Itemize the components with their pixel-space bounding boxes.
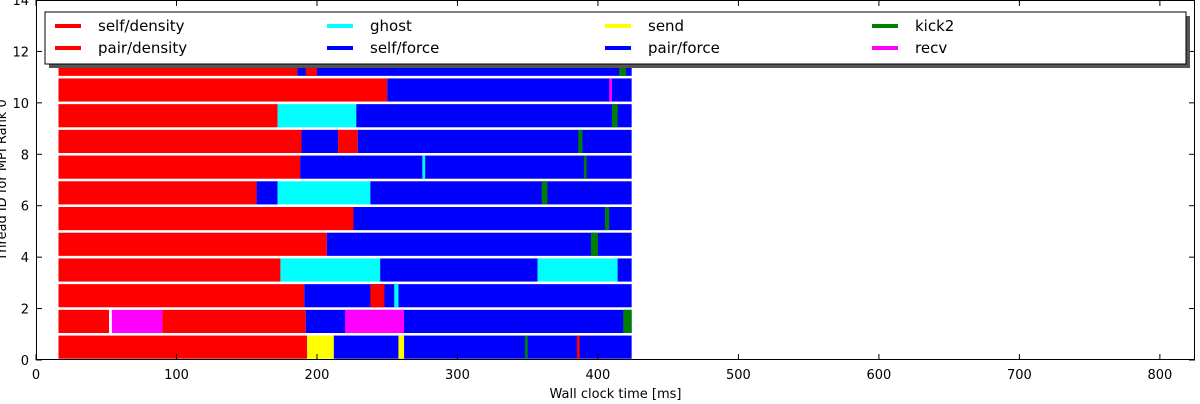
- task-segment: [422, 155, 426, 179]
- legend-label: ghost: [370, 17, 412, 35]
- task-segment: [307, 335, 334, 359]
- task-segment: [370, 181, 632, 205]
- task-segment: [58, 129, 302, 153]
- task-segment: [578, 129, 583, 153]
- plot-frame: [36, 0, 1195, 360]
- task-segment: [576, 335, 580, 359]
- task-segment: [617, 258, 632, 282]
- y-tick-label: 0: [21, 354, 29, 369]
- x-axis-label: Wall clock time [ms]: [550, 387, 682, 400]
- task-segment: [524, 335, 528, 359]
- legend-label: pair/density: [98, 39, 187, 57]
- legend-label: self/force: [370, 39, 439, 57]
- task-segment: [58, 309, 110, 333]
- task-segment: [58, 258, 281, 282]
- task-segment: [58, 207, 354, 231]
- x-tick-label: 300: [445, 368, 470, 383]
- y-tick-label: 2: [21, 303, 29, 318]
- task-segment: [277, 181, 371, 205]
- task-segment: [162, 309, 306, 333]
- x-tick-label: 100: [164, 368, 189, 383]
- y-tick-label: 6: [21, 200, 29, 215]
- task-segment: [280, 258, 381, 282]
- legend: self/density pair/density ghost self/force s…: [44, 11, 1190, 68]
- legend-label: send: [648, 17, 684, 35]
- task-segment: [277, 104, 357, 128]
- task-segment: [301, 129, 339, 153]
- x-tick-label: 700: [1007, 368, 1032, 383]
- task-segment: [326, 232, 632, 256]
- x-tick-label: 400: [586, 368, 611, 383]
- bars-layer: [58, 52, 632, 359]
- task-segment: [380, 258, 538, 282]
- y-tick-label: 12: [12, 45, 29, 60]
- task-segment: [58, 181, 257, 205]
- legend-box: [44, 11, 1187, 65]
- task-segment: [398, 335, 405, 359]
- task-segment: [300, 155, 632, 179]
- y-tick-label: 4: [21, 251, 29, 266]
- task-segment: [58, 104, 278, 128]
- legend-label: pair/force: [648, 39, 720, 57]
- y-tick-label: 14: [12, 0, 29, 9]
- task-segment: [623, 309, 632, 333]
- legend-label: kick2: [915, 17, 954, 35]
- task-segment: [370, 284, 385, 308]
- task-segment: [304, 284, 632, 308]
- task-segment: [58, 335, 308, 359]
- task-segment: [58, 284, 305, 308]
- legend-label: self/density: [98, 17, 185, 35]
- y-axis-label: Thread ID for MPI Rank 0: [0, 99, 10, 261]
- task-segment: [58, 232, 327, 256]
- x-tick-label: 0: [32, 368, 40, 383]
- task-segment: [357, 129, 632, 153]
- x-tick-label: 800: [1147, 368, 1172, 383]
- task-segment: [111, 309, 163, 333]
- task-segment: [58, 78, 388, 102]
- task-segment: [394, 284, 399, 308]
- task-segment: [609, 78, 612, 102]
- x-tick-label: 600: [866, 368, 891, 383]
- y-tick-label: 10: [12, 97, 29, 112]
- x-tick-label: 200: [305, 368, 330, 383]
- task-segment: [356, 104, 632, 128]
- x-tick-label: 500: [726, 368, 751, 383]
- task-segment: [338, 129, 358, 153]
- task-segment: [590, 232, 598, 256]
- task-segment: [604, 207, 610, 231]
- task-segment: [387, 78, 632, 102]
- task-segment: [541, 181, 548, 205]
- task-segment: [58, 155, 301, 179]
- task-segment: [611, 104, 618, 128]
- ticks-layer: 0 100 200 300 400 500 600 700 800 0 2 4 6 8 10 12 14: [12, 0, 1195, 383]
- task-segment: [353, 207, 632, 231]
- task-segment: [537, 258, 618, 282]
- task-segment: [345, 309, 405, 333]
- y-tick-label: 8: [21, 148, 29, 163]
- task-segment: [583, 155, 587, 179]
- task-segment: [333, 335, 632, 359]
- task-segment: [256, 181, 278, 205]
- legend-label: recv: [915, 39, 947, 57]
